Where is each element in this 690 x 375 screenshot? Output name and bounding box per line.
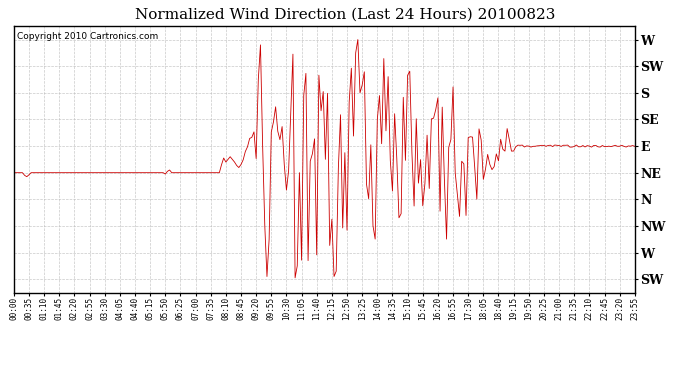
- Text: Copyright 2010 Cartronics.com: Copyright 2010 Cartronics.com: [17, 32, 158, 40]
- Text: Normalized Wind Direction (Last 24 Hours) 20100823: Normalized Wind Direction (Last 24 Hours…: [135, 8, 555, 21]
